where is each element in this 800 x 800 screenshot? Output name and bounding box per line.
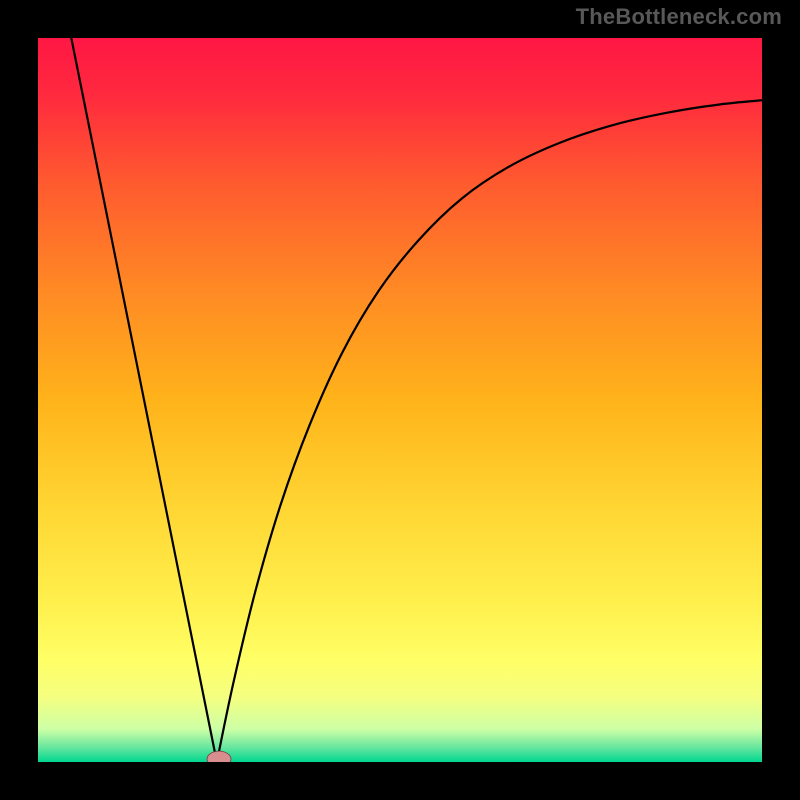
attribution-label: TheBottleneck.com — [576, 4, 782, 30]
plot-area — [38, 38, 762, 762]
chart-frame: TheBottleneck.com — [0, 0, 800, 800]
bottleneck-chart — [38, 38, 762, 762]
plot-background — [38, 38, 762, 762]
